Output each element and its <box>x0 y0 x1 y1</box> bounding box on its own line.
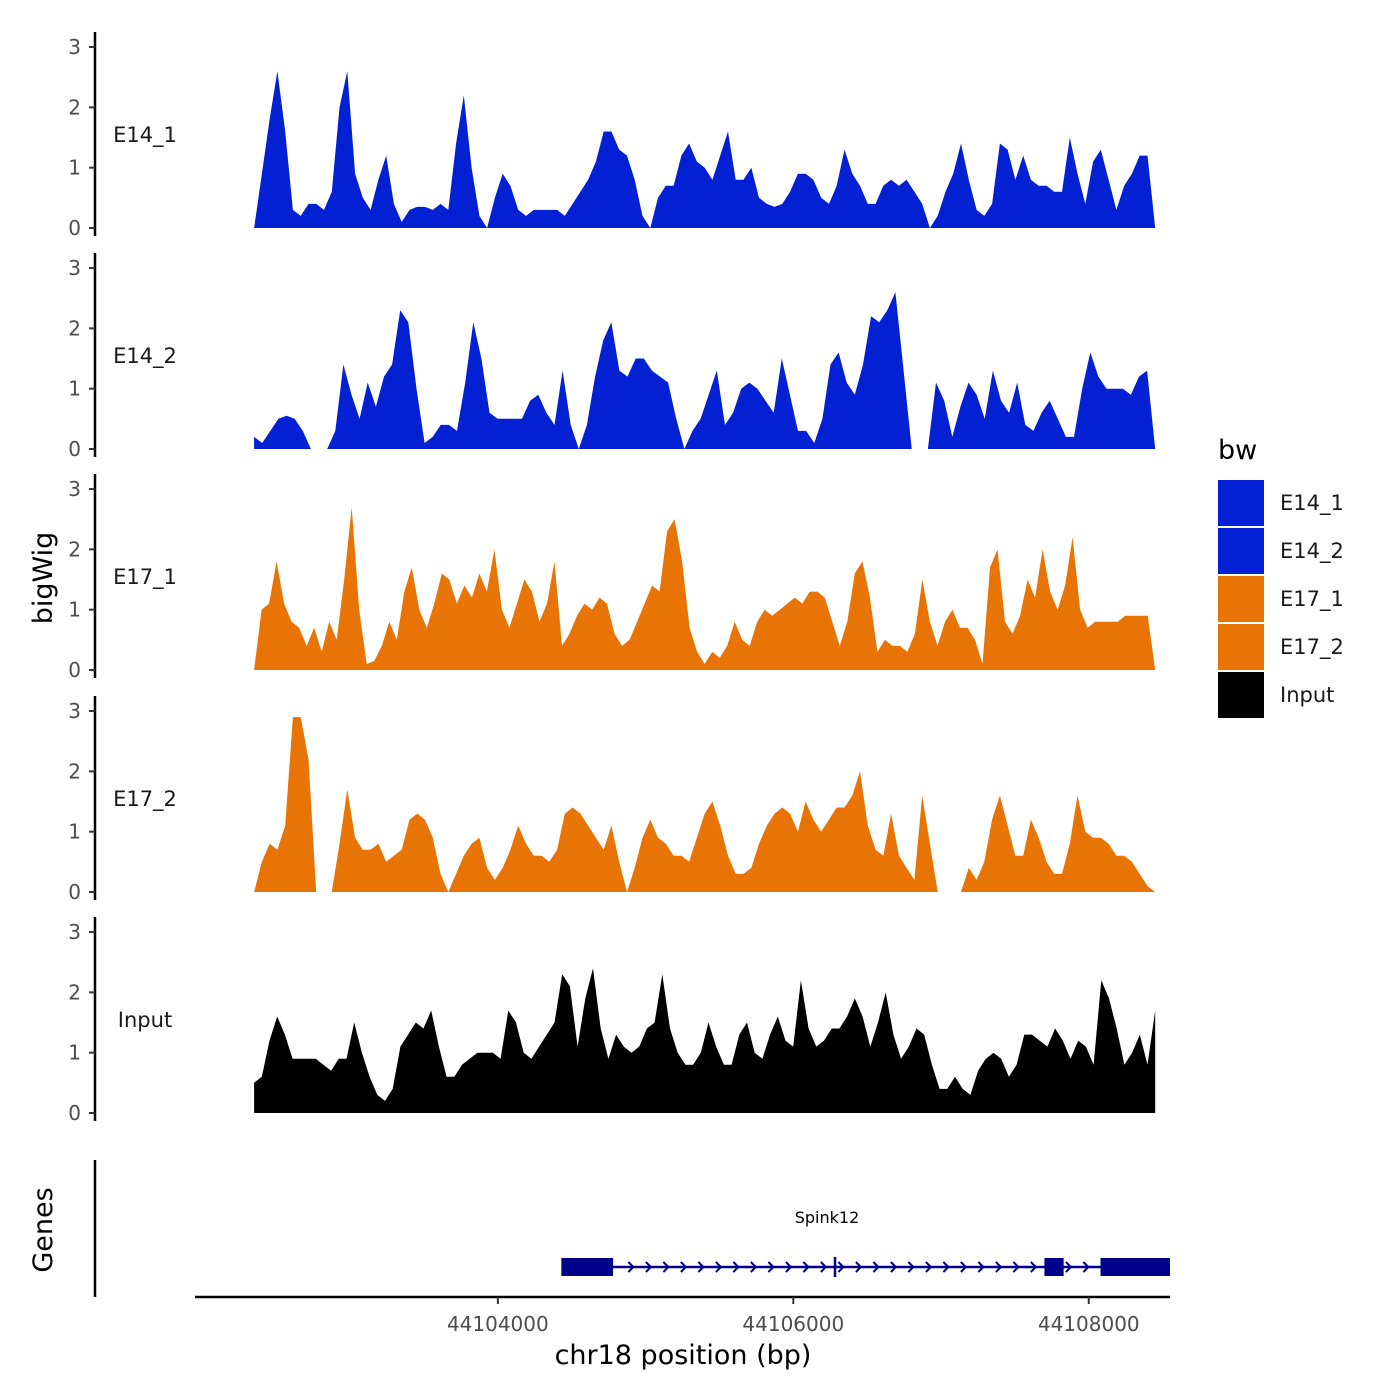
track-e14-1: 0 1 2 3 E14_1 <box>68 32 1156 240</box>
strand-arrow <box>1065 1261 1073 1273</box>
x-axis-title: chr18 position (bp) <box>555 1340 812 1371</box>
x-tick-label: 44106000 <box>742 1312 844 1336</box>
y-tick-label: 0 <box>68 437 81 461</box>
y-tick-label: 1 <box>68 1041 81 1065</box>
strand-arrow <box>907 1261 915 1273</box>
track-label: E17_2 <box>113 787 177 812</box>
legend-label: E14_1 <box>1280 491 1344 516</box>
track-label: Input <box>118 1008 172 1032</box>
y-tick-label: 1 <box>68 156 81 180</box>
y-tick-label: 0 <box>68 880 81 904</box>
strand-arrow <box>715 1261 723 1273</box>
strand-arrow <box>802 1261 810 1273</box>
legend-title: bw <box>1218 435 1257 466</box>
gene-track-title: Genes <box>28 1187 59 1272</box>
signal-area-e17-2 <box>961 795 1156 892</box>
strand-arrow <box>1030 1261 1038 1273</box>
y-tick-label: 2 <box>68 537 81 561</box>
exon-block <box>1044 1258 1064 1276</box>
signal-area-input <box>254 968 1156 1113</box>
strand-arrow <box>855 1261 863 1273</box>
strand-arrow <box>837 1261 845 1273</box>
legend-label: E17_1 <box>1280 587 1344 612</box>
track-label: E14_2 <box>113 344 177 369</box>
strand-arrow <box>872 1261 880 1273</box>
y-tick-label: 1 <box>68 820 81 844</box>
gene-name-label: Spink12 <box>795 1208 860 1227</box>
strand-arrow <box>627 1261 635 1273</box>
exon-block <box>561 1258 614 1276</box>
signal-area-e17-2 <box>254 717 317 892</box>
signal-area-e14-2 <box>927 352 1156 449</box>
strand-arrow <box>942 1261 950 1273</box>
exon-block <box>1100 1258 1170 1276</box>
strand-arrow <box>732 1261 740 1273</box>
legend-swatch <box>1218 576 1264 622</box>
y-tick-label: 0 <box>68 1101 81 1125</box>
signal-area-e14-1 <box>254 71 1156 228</box>
y-tick-label: 3 <box>68 699 81 723</box>
strand-arrow <box>1012 1261 1020 1273</box>
strand-arrow <box>645 1261 653 1273</box>
y-tick-label: 0 <box>68 216 81 240</box>
y-tick-label: 2 <box>68 95 81 119</box>
legend-swatch <box>1218 528 1264 574</box>
legend-swatch <box>1218 672 1264 718</box>
strand-arrow <box>1082 1261 1090 1273</box>
y-tick-label: 3 <box>68 920 81 944</box>
signal-area-e14-2 <box>327 292 912 449</box>
y-tick-label: 3 <box>68 256 81 280</box>
strand-arrow <box>662 1261 670 1273</box>
strand-arrow <box>750 1261 758 1273</box>
strand-arrow <box>767 1261 775 1273</box>
legend-swatch <box>1218 624 1264 670</box>
legend-label: Input <box>1280 683 1334 707</box>
y-tick-label: 1 <box>68 377 81 401</box>
strand-arrow <box>995 1261 1003 1273</box>
strand-arrow <box>977 1261 985 1273</box>
y-tick-label: 1 <box>68 598 81 622</box>
gene-spink12: Spink12 <box>561 1208 1170 1277</box>
strand-arrow <box>890 1261 898 1273</box>
track-label: E17_1 <box>113 565 177 590</box>
track-e17-2: 0 1 2 3 E17_2 <box>68 696 1156 904</box>
legend-label: E17_2 <box>1280 635 1344 660</box>
strand-arrow <box>785 1261 793 1273</box>
strand-arrow <box>925 1261 933 1273</box>
track-e14-2: 0 1 2 3 E14_2 <box>68 253 1156 461</box>
y-tick-label: 2 <box>68 759 81 783</box>
signal-tracks: 0 1 2 3 E14_1 0 1 2 3 E14_2 0 1 2 3 E17_1 0 1 2 3 E17_2 0 1 2 3… <box>68 32 1156 1125</box>
x-axis: 44104000 44106000 44108000 <box>195 1295 1170 1336</box>
y-axis-title: bigWig <box>28 532 59 625</box>
y-tick-label: 2 <box>68 980 81 1004</box>
strand-arrow <box>697 1261 705 1273</box>
track-input: 0 1 2 3 Input <box>68 917 1156 1125</box>
legend-swatch <box>1218 480 1264 526</box>
signal-area-e17-1 <box>254 507 1156 670</box>
legend-label: E14_2 <box>1280 539 1344 564</box>
y-tick-label: 3 <box>68 35 81 59</box>
signal-area-e14-2 <box>254 415 311 449</box>
signal-area-e17-2 <box>331 771 938 892</box>
strand-arrow <box>820 1261 828 1273</box>
strand-arrow <box>960 1261 968 1273</box>
x-tick-label: 44108000 <box>1038 1312 1140 1336</box>
x-tick-label: 44104000 <box>447 1312 549 1336</box>
y-tick-label: 2 <box>68 316 81 340</box>
gene-track: Spink12 <box>93 1160 1170 1297</box>
track-e17-1: 0 1 2 3 E17_1 <box>68 474 1156 682</box>
track-label: E14_1 <box>113 123 177 148</box>
strand-arrow <box>680 1261 688 1273</box>
y-tick-label: 0 <box>68 658 81 682</box>
y-tick-label: 3 <box>68 477 81 501</box>
legend: bw E14_1 E14_2 E17_1 E17_2 Input <box>1218 435 1344 718</box>
